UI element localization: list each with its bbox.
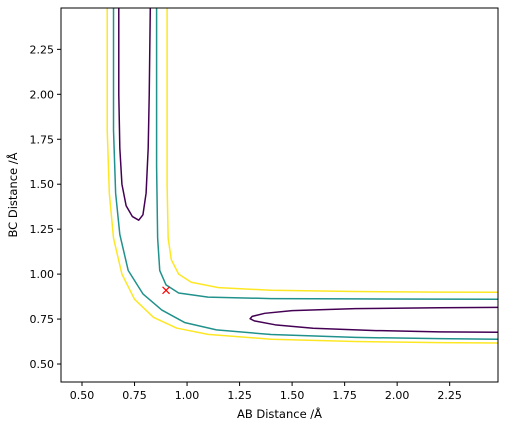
contour-line-1-1 (155, 8, 498, 301)
y-tick-label: 2.25 (30, 43, 55, 56)
y-tick-label: 1.25 (30, 223, 55, 236)
contour-line-0-0 (106, 8, 498, 344)
x-tick-label: 0.75 (122, 389, 147, 402)
x-tick-label: 1.25 (227, 389, 252, 402)
y-tick-label: 2.00 (30, 88, 55, 101)
contour-line-1-0 (112, 8, 498, 340)
marker-x-stroke-b (162, 286, 170, 295)
x-tick-label: 1.75 (332, 389, 357, 402)
marker-layer (162, 286, 170, 295)
y-axis: 0.50 0.75 1.00 1.25 1.50 1.75 2.00 2.25 (30, 43, 61, 371)
y-tick-label: 0.75 (30, 313, 55, 326)
contour-layer (106, 8, 498, 344)
y-axis-title: BC Distance /Å (5, 152, 20, 237)
x-tick-label: 2.00 (385, 389, 410, 402)
x-tick-label: 0.50 (70, 389, 95, 402)
x-tick-label: 1.50 (280, 389, 305, 402)
plot-frame (60, 7, 499, 383)
y-tick-label: 1.75 (30, 133, 55, 146)
y-tick-label: 0.50 (30, 358, 55, 371)
y-tick-label: 1.00 (30, 268, 55, 281)
y-tick-label: 1.50 (30, 178, 55, 191)
x-axis: 0.50 0.75 1.00 1.25 1.50 1.75 2.00 2.25 (70, 382, 462, 402)
contour-line-2-1 (249, 306, 498, 333)
x-axis-title: AB Distance /Å (237, 406, 322, 421)
contour-line-0-1 (166, 8, 498, 294)
x-tick-label: 2.25 (437, 389, 462, 402)
x-tick-label: 1.00 (175, 389, 200, 402)
contour-line-2-0 (118, 8, 152, 221)
